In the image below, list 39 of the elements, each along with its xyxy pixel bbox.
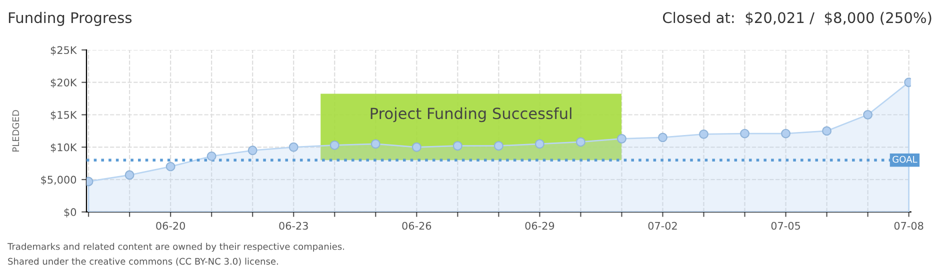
point	[412, 142, 422, 152]
y-tick-label: $10K	[50, 143, 77, 153]
x-tick-label: 07-05	[771, 222, 800, 230]
chart-title: Funding Progress	[8, 12, 132, 26]
y-tick-label: $15K	[50, 110, 77, 120]
point	[124, 170, 134, 180]
point	[248, 146, 258, 156]
point	[206, 152, 216, 161]
point	[330, 140, 340, 150]
y-axis-title: PLEDGED	[12, 110, 20, 152]
x-tick-label: 07-02	[648, 222, 677, 230]
x-tick-label: 06-20	[156, 222, 185, 230]
point	[576, 137, 586, 147]
point	[740, 128, 750, 138]
point	[658, 132, 668, 142]
point	[863, 110, 873, 120]
x-tick-label: 06-26	[402, 222, 432, 230]
x-tick-label: 07-08	[894, 222, 924, 230]
text: Shared under the creative commons (CC BY-NC 3.0) license.	[8, 258, 278, 266]
point	[370, 139, 380, 149]
y-tick-label: $20K	[50, 78, 77, 88]
chart-subtitle: Closed at: $20,021 / $8,000 (250%)	[662, 12, 932, 26]
point	[452, 141, 462, 151]
annotation: Project Funding Successful	[370, 107, 572, 122]
ref-line-label: GOAL	[892, 156, 918, 163]
x-tick-label: 06-29	[525, 222, 554, 230]
x-tick-label: 06-23	[279, 222, 308, 230]
y-tick-label: $0	[64, 208, 76, 218]
point	[288, 142, 298, 152]
y-tick-label: $5,000	[41, 176, 76, 186]
point	[616, 134, 626, 144]
text: Trademarks and related content are owned by their respective companies.	[7, 242, 344, 252]
y-tick-label: $25K	[50, 46, 77, 56]
point	[494, 141, 504, 151]
point	[166, 162, 176, 172]
point	[822, 126, 832, 136]
point	[534, 139, 544, 149]
point	[781, 128, 790, 138]
point	[699, 129, 708, 139]
